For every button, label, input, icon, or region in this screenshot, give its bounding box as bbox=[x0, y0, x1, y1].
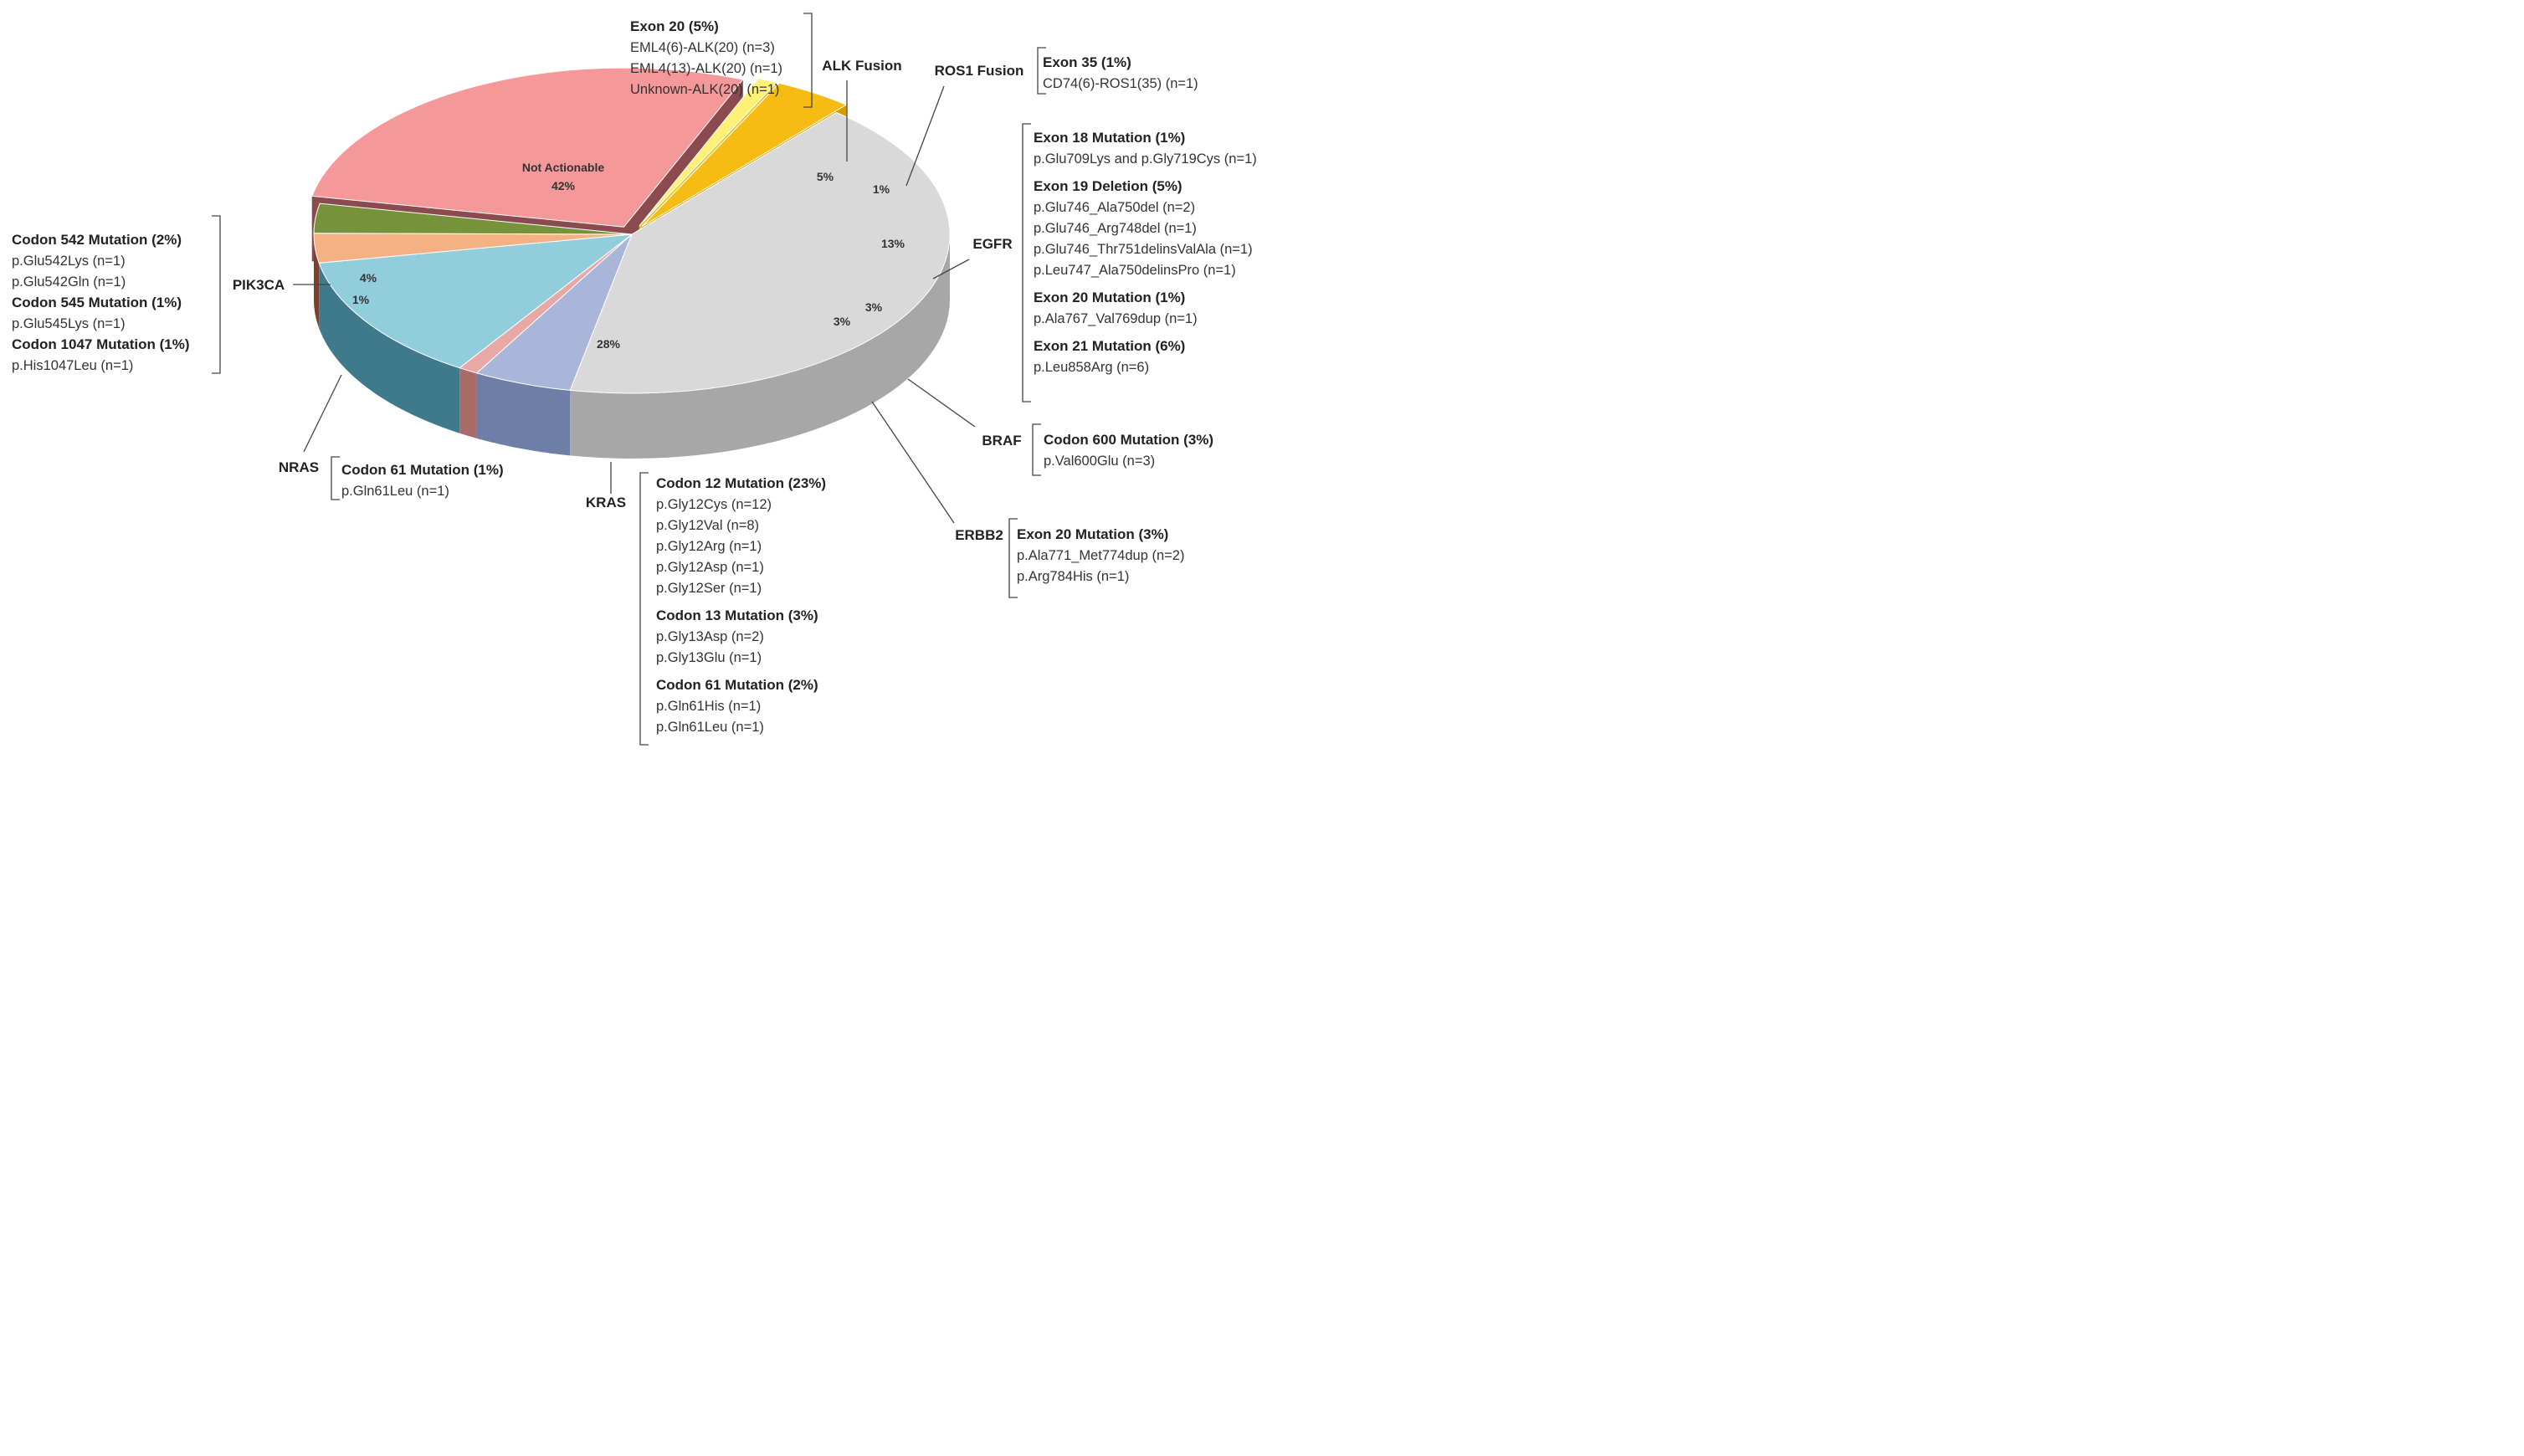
pct-label-pik3ca: 4% bbox=[360, 271, 377, 285]
callout-variant-egfr-4: p.Glu746_Arg748del (n=1) bbox=[1034, 221, 1197, 236]
callout-variant-egfr-10: p.Leu858Arg (n=6) bbox=[1034, 360, 1149, 375]
callout-variant-pik3ca-1: p.Glu542Lys (n=1) bbox=[12, 254, 126, 269]
callout-heading-erbb2-0: Exon 20 Mutation (3%) bbox=[1017, 526, 1168, 542]
callout-name-egfr: EGFR bbox=[972, 236, 1012, 252]
callout-bracket-kras bbox=[639, 472, 649, 746]
callout-variant-egfr-3: p.Glu746_Ala750del (n=2) bbox=[1034, 200, 1195, 215]
callout-heading-egfr-9: Exon 21 Mutation (6%) bbox=[1034, 338, 1185, 354]
callout-heading-braf-0: Codon 600 Mutation (3%) bbox=[1044, 432, 1213, 448]
callout-alk: ALK Fusion Exon 20 (5%) EML4(6)-ALK(20) (n… bbox=[630, 13, 902, 108]
pct-label-nras: 1% bbox=[352, 293, 370, 306]
braf-side bbox=[314, 234, 320, 329]
callout-variant-egfr-1: p.Glu709Lys and p.Gly719Cys (n=1) bbox=[1034, 151, 1257, 167]
callout-name-erbb2: ERBB2 bbox=[955, 527, 1003, 543]
callout-name-kras: KRAS bbox=[586, 495, 626, 510]
callout-heading-kras-6: Codon 13 Mutation (3%) bbox=[656, 608, 818, 623]
callout-variant-alk-2: EML4(13)-ALK(20) (n=1) bbox=[630, 61, 782, 76]
callout-variant-kras-10: p.Gln61His (n=1) bbox=[656, 699, 761, 714]
callout-name-ros1: ROS1 Fusion bbox=[935, 63, 1024, 79]
callout-heading-alk-0: Exon 20 (5%) bbox=[630, 18, 719, 34]
callout-bracket-nras bbox=[331, 456, 340, 500]
not-actionable-side bbox=[570, 234, 950, 459]
callout-variant-erbb2-2: p.Arg784His (n=1) bbox=[1017, 569, 1129, 584]
callout-name-nras: NRAS bbox=[279, 459, 319, 475]
callout-leader-lines bbox=[293, 80, 976, 524]
callout-variant-kras-7: p.Gly13Asp (n=2) bbox=[656, 629, 764, 644]
callout-bracket-ros1 bbox=[1037, 47, 1046, 95]
callout-variant-kras-1: p.Gly12Cys (n=12) bbox=[656, 497, 772, 512]
callout-variant-ros1-1: CD74(6)-ROS1(35) (n=1) bbox=[1043, 76, 1198, 91]
callout-heading-pik3ca-3: Codon 545 Mutation (1%) bbox=[12, 295, 182, 310]
callout-variant-braf-1: p.Val600Glu (n=3) bbox=[1044, 454, 1155, 469]
callout-heading-egfr-7: Exon 20 Mutation (1%) bbox=[1034, 290, 1185, 305]
callout-variant-erbb2-1: p.Ala771_Met774dup (n=2) bbox=[1017, 548, 1184, 563]
pct-label-egfr: 13% bbox=[881, 237, 905, 250]
callout-erbb2: ERBB2 Exon 20 Mutation (3%) p.Ala771_Met77… bbox=[955, 518, 1184, 598]
leader-line-braf bbox=[907, 378, 976, 428]
callout-variant-kras-2: p.Gly12Val (n=8) bbox=[656, 518, 759, 533]
callout-braf: BRAF Codon 600 Mutation (3%) p.Val600Glu (… bbox=[982, 423, 1213, 476]
callout-heading-kras-0: Codon 12 Mutation (23%) bbox=[656, 475, 826, 491]
leader-line-nras bbox=[303, 374, 342, 453]
callout-bracket-egfr bbox=[1022, 123, 1031, 402]
pct-label-alk-fusion: 5% bbox=[817, 170, 834, 183]
callout-bracket-braf bbox=[1032, 423, 1041, 476]
callout-bracket-alk bbox=[803, 13, 813, 108]
callout-egfr: EGFR Exon 18 Mutation (1%) p.Glu709Lys and… bbox=[972, 123, 1257, 402]
pct-label-braf: 3% bbox=[865, 300, 883, 314]
callout-variant-kras-4: p.Gly12Asp (n=1) bbox=[656, 560, 764, 575]
callout-heading-ros1-0: Exon 35 (1%) bbox=[1043, 54, 1131, 70]
callout-heading-pik3ca-0: Codon 542 Mutation (2%) bbox=[12, 232, 182, 248]
pct-label-erbb2: 3% bbox=[834, 315, 851, 328]
callout-variant-kras-8: p.Gly13Glu (n=1) bbox=[656, 650, 762, 665]
alk-fusion-side bbox=[476, 372, 571, 456]
callout-variant-pik3ca-6: p.His1047Leu (n=1) bbox=[12, 358, 133, 373]
callout-variant-kras-11: p.Gln61Leu (n=1) bbox=[656, 720, 764, 735]
callout-name-braf: BRAF bbox=[982, 433, 1021, 449]
callout-variant-pik3ca-4: p.Glu545Lys (n=1) bbox=[12, 316, 126, 331]
callout-variant-kras-3: p.Gly12Arg (n=1) bbox=[656, 539, 762, 554]
leader-line-erbb2 bbox=[871, 401, 955, 524]
callout-heading-kras-9: Codon 61 Mutation (2%) bbox=[656, 677, 818, 693]
leader-line-ros1 bbox=[905, 85, 945, 187]
pct-label-kras: 28% bbox=[597, 337, 621, 351]
callout-variant-nras-1: p.Gln61Leu (n=1) bbox=[341, 484, 449, 499]
callout-kras: KRAS Codon 12 Mutation (23%) p.Gly12Cys (n… bbox=[586, 472, 826, 746]
pct-label-not-actionable: 42% bbox=[551, 179, 576, 192]
callout-variant-kras-5: p.Gly12Ser (n=1) bbox=[656, 581, 762, 596]
mutation-pie-chart: Not Actionable 42% 5% 1% 13% 3% 3% 28% 1% 4% ALK … bbox=[12, 13, 1257, 746]
callout-labels: ALK Fusion Exon 20 (5%) EML4(6)-ALK(20) (n… bbox=[12, 13, 1257, 746]
callout-variant-alk-1: EML4(6)-ALK(20) (n=3) bbox=[630, 40, 775, 55]
leader-line-egfr bbox=[932, 259, 970, 279]
ros1-fusion-side bbox=[459, 367, 477, 438]
slice-pik3ca bbox=[641, 82, 848, 228]
egfr-side bbox=[319, 263, 460, 433]
callout-heading-egfr-2: Exon 19 Deletion (5%) bbox=[1034, 178, 1182, 194]
callout-variant-egfr-6: p.Leu747_Ala750delinsPro (n=1) bbox=[1034, 263, 1236, 278]
pie-percent-labels: Not Actionable 42% 5% 1% 13% 3% 3% 28% 1% 4% bbox=[352, 161, 905, 351]
callout-name-alk: ALK Fusion bbox=[822, 58, 901, 74]
callout-variant-alk-3: Unknown-ALK(20) (n=1) bbox=[630, 82, 779, 97]
slice-kras bbox=[310, 67, 744, 228]
slice-erbb2 bbox=[313, 203, 633, 235]
callout-heading-nras-0: Codon 61 Mutation (1%) bbox=[341, 462, 504, 478]
callout-bracket-pik3ca bbox=[212, 215, 221, 374]
callout-heading-egfr-0: Exon 18 Mutation (1%) bbox=[1034, 130, 1185, 146]
callout-bracket-erbb2 bbox=[1008, 518, 1018, 598]
callout-heading-pik3ca-5: Codon 1047 Mutation (1%) bbox=[12, 336, 190, 352]
callout-name-pik3ca: PIK3CA bbox=[233, 277, 285, 293]
pct-label-ros1-fusion: 1% bbox=[873, 182, 890, 196]
chart-canvas: Not Actionable 42% 5% 1% 13% 3% 3% 28% 1% 4% ALK … bbox=[0, 0, 1306, 753]
callout-ros1: ROS1 Fusion Exon 35 (1%) CD74(6)-ROS1(35) … bbox=[935, 47, 1198, 95]
callout-nras: NRAS Codon 61 Mutation (1%) p.Gln61Leu (n=… bbox=[279, 456, 504, 500]
slice-egfr bbox=[318, 233, 634, 369]
callout-variant-egfr-8: p.Ala767_Val769dup (n=1) bbox=[1034, 311, 1198, 326]
callout-variant-egfr-5: p.Glu746_Thr751delinsValAla (n=1) bbox=[1034, 242, 1253, 257]
pie-slices bbox=[310, 67, 951, 394]
callout-pik3ca: PIK3CA Codon 542 Mutation (2%) p.Glu542Lys… bbox=[12, 215, 285, 374]
slice-nras bbox=[639, 78, 778, 227]
slice-not-actionable bbox=[569, 111, 951, 394]
slice-label-not-actionable: Not Actionable bbox=[522, 161, 604, 174]
callout-variant-pik3ca-2: p.Glu542Gln (n=1) bbox=[12, 274, 126, 290]
